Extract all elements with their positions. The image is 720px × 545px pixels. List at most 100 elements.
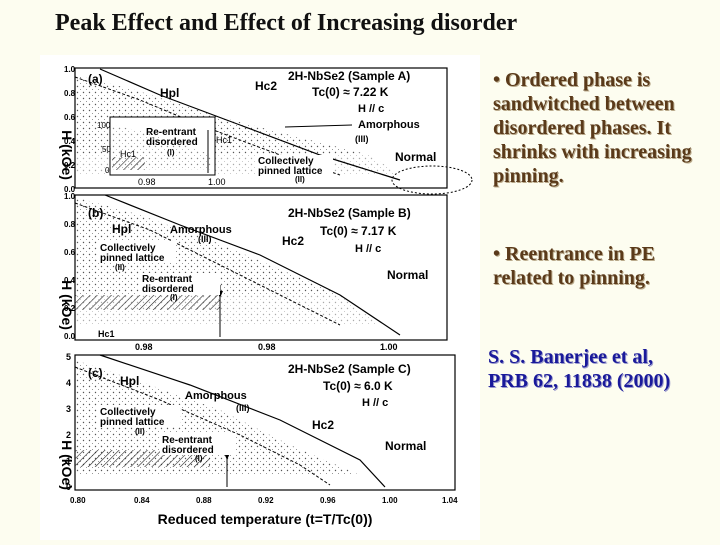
ytick-a-10: 1.0 bbox=[64, 65, 76, 74]
hc2-line-c bbox=[99, 354, 386, 488]
panel-c: 5 4 3 2 1 0 (c) Hpl Amorphous 2H-NbSe2 (… bbox=[66, 352, 458, 527]
ytick-b-06: 0.6 bbox=[64, 248, 76, 257]
collective-label-b: Collectively bbox=[100, 243, 156, 254]
xtick-b-1: 0.98 bbox=[135, 342, 153, 352]
panel-b: 1.0 0.8 0.6 0.4 0.2 0.0 (b) Hpl Amorphou… bbox=[64, 192, 448, 352]
xtick-c-080: 0.80 bbox=[70, 496, 86, 505]
inset-hc1-label: Hc1 bbox=[120, 149, 136, 159]
reentrant-region-b bbox=[75, 295, 220, 310]
ytick-a-06: 0.6 bbox=[64, 113, 76, 122]
panel-tag-b: (b) bbox=[88, 206, 103, 220]
ytick-b-10: 1.0 bbox=[64, 192, 76, 201]
hpl-label-a: Hpl bbox=[160, 86, 179, 100]
hc2-label-a: Hc2 bbox=[255, 79, 277, 93]
normal-label-a: Normal bbox=[395, 150, 436, 164]
svg-text:pinned lattice: pinned lattice bbox=[100, 417, 165, 428]
xtick-c-084: 0.84 bbox=[134, 496, 150, 505]
ylabel-b: H (kOe) bbox=[59, 280, 75, 330]
xtick-b-2: 0.98 bbox=[258, 342, 276, 352]
tc-label-a: Tc(0) ≈ 7.22 K bbox=[312, 85, 389, 99]
xlabel: Reduced temperature (t=T/Tc(0)) bbox=[158, 511, 373, 527]
hc2-line-b bbox=[104, 194, 401, 336]
reentrant-label-c: Re-entrant bbox=[162, 435, 213, 446]
bullet-reentrance: • Reentrance in PE related to pinning. bbox=[493, 243, 655, 289]
i-label-c: (I) bbox=[195, 454, 203, 463]
ytick-b-02: 0.2 bbox=[64, 304, 76, 313]
sample-label-a: 2H-NbSe2 (Sample A) bbox=[288, 69, 410, 83]
iii-label-c: (III) bbox=[236, 403, 250, 413]
ytick-a-00: 0.0 bbox=[64, 185, 76, 194]
ii-label-b: (II) bbox=[115, 263, 125, 272]
svg-text:disordered: disordered bbox=[142, 284, 194, 295]
hpl-label-c: Hpl bbox=[120, 374, 139, 388]
panel-tag-a: (a) bbox=[88, 72, 103, 86]
iii-label-b: (III) bbox=[198, 234, 212, 244]
sample-label-b: 2H-NbSe2 (Sample B) bbox=[288, 206, 411, 220]
svg-text:disordered: disordered bbox=[146, 137, 198, 148]
normal-label-c: Normal bbox=[385, 439, 426, 453]
svg-text:pinned lattice: pinned lattice bbox=[258, 166, 323, 177]
panel-a: 100 50 0 0.98 1.00 Hc1 Hc1 1.0 0.8 0.6 0… bbox=[64, 65, 473, 195]
amorphous-label-c: Amorphous bbox=[185, 390, 247, 402]
citation-line2: PRB 62, 11838 (2000) bbox=[488, 370, 671, 392]
field-label-b: H // c bbox=[355, 243, 381, 255]
ii-label-a: (II) bbox=[295, 175, 305, 184]
sample-label-c: 2H-NbSe2 (Sample C) bbox=[288, 362, 411, 376]
ytick-c-5: 5 bbox=[66, 352, 71, 362]
xtick-c-096: 0.96 bbox=[320, 496, 336, 505]
ylabel-c: H (kOe) bbox=[59, 440, 75, 490]
amorphous-label-b: Amorphous bbox=[170, 224, 232, 236]
panel-tag-c: (c) bbox=[88, 366, 103, 380]
ytick-b-08: 0.8 bbox=[64, 220, 76, 229]
tc-label-b: Tc(0) ≈ 7.17 K bbox=[320, 224, 397, 238]
xtick-c-104: 1.04 bbox=[442, 496, 458, 505]
phase-diagram-svg: H (kOe) H (kOe) H (kOe) 100 50 0 0.98 1.… bbox=[59, 65, 473, 527]
amorphous-region-b bbox=[75, 197, 340, 295]
inset-hc1-right: Hc1 bbox=[216, 135, 232, 145]
i-label-a: (I) bbox=[167, 148, 175, 157]
i-label-b: (I) bbox=[170, 293, 178, 302]
collective-label-a: Collectively bbox=[258, 156, 314, 167]
bullet-ordered-phase: • Ordered phase is sandwitched between d… bbox=[493, 69, 692, 187]
tc-label-c: Tc(0) ≈ 6.0 K bbox=[323, 379, 393, 393]
collective-label-c: Collectively bbox=[100, 407, 156, 418]
inset-ytick-100: 100 bbox=[97, 121, 111, 130]
field-label-a: H // c bbox=[358, 103, 384, 115]
ytick-c-1: 1 bbox=[66, 456, 71, 466]
amorphous-region-c bbox=[75, 360, 360, 475]
inset-ytick-50: 50 bbox=[102, 145, 111, 154]
svg-text:pinned lattice: pinned lattice bbox=[100, 253, 165, 264]
citation: S. S. Banerjee et al, PRB 62, 11838 (200… bbox=[488, 345, 716, 393]
ytick-c-3: 3 bbox=[66, 404, 71, 414]
phase-diagram-figure: H (kOe) H (kOe) H (kOe) 100 50 0 0.98 1.… bbox=[40, 55, 480, 540]
inset-xtick-100: 1.00 bbox=[208, 177, 226, 187]
ytick-a-02: 0.2 bbox=[64, 161, 76, 170]
ytick-c-2: 2 bbox=[66, 430, 71, 440]
ylabel-a: H (kOe) bbox=[59, 130, 75, 180]
xtick-c-088: 0.88 bbox=[196, 496, 212, 505]
normal-label-b: Normal bbox=[387, 268, 428, 282]
xtick-b-3: 1.00 bbox=[380, 342, 398, 352]
inset-xtick-098: 0.98 bbox=[138, 177, 156, 187]
hc2-line-a bbox=[99, 68, 401, 181]
amorphous-label-a: Amorphous bbox=[358, 119, 420, 131]
ytick-c-0: 0 bbox=[66, 482, 71, 492]
hc2-label-c: Hc2 bbox=[312, 418, 334, 432]
ytick-c-4: 4 bbox=[66, 378, 71, 388]
iii-label-a: (III) bbox=[355, 134, 369, 144]
ytick-b-00: 0.0 bbox=[64, 332, 76, 341]
ytick-a-04: 0.4 bbox=[64, 137, 76, 146]
hc2-label-b: Hc2 bbox=[282, 234, 304, 248]
xtick-c-100: 1.00 bbox=[382, 496, 398, 505]
ytick-b-04: 0.4 bbox=[64, 276, 76, 285]
hc1-label-b: Hc1 bbox=[98, 329, 115, 339]
reentrant-label-a: Re-entrant bbox=[146, 127, 197, 138]
reentrant-label-b: Re-entrant bbox=[142, 274, 193, 285]
inset-ytick-0: 0 bbox=[105, 166, 110, 175]
ii-label-c: (II) bbox=[135, 427, 145, 436]
xtick-c-092: 0.92 bbox=[258, 496, 274, 505]
ytick-a-08: 0.8 bbox=[64, 89, 76, 98]
slide-title: Peak Effect and Effect of Increasing dis… bbox=[55, 10, 518, 36]
field-label-c: H // c bbox=[362, 397, 388, 409]
citation-line1: S. S. Banerjee et al, bbox=[488, 346, 653, 368]
